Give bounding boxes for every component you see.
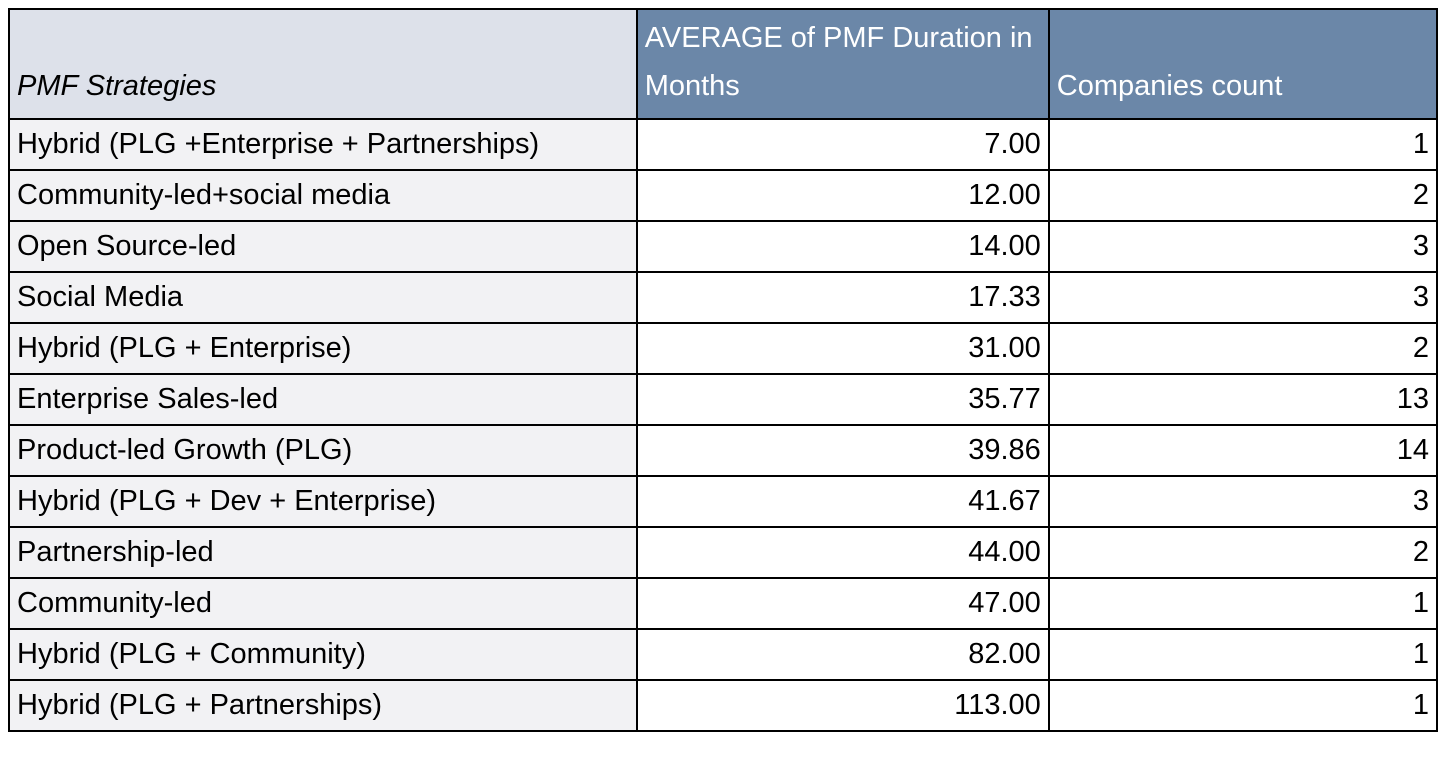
value-cell: 13 bbox=[1047, 373, 1439, 426]
table-row: Enterprise Sales-led 35.77 13 bbox=[8, 373, 1439, 426]
table-row: Partnership-led 44.00 2 bbox=[8, 526, 1439, 579]
table-row: Hybrid (PLG + Dev + Enterprise) 41.67 3 bbox=[8, 475, 1439, 528]
value-cell: 2 bbox=[1047, 169, 1439, 222]
value-cell: 1 bbox=[1047, 628, 1439, 681]
header-cell: AVERAGE of PMF Duration in Months bbox=[635, 8, 1050, 120]
strategy-cell: Social Media bbox=[8, 271, 638, 324]
header-cell: PMF Strategies bbox=[8, 8, 638, 120]
header-row: PMF Strategies AVERAGE of PMF Duration in… bbox=[8, 8, 1439, 120]
table-row: Hybrid (PLG + Partnerships) 113.00 1 bbox=[8, 679, 1439, 732]
table-row: Hybrid (PLG + Enterprise) 31.00 2 bbox=[8, 322, 1439, 375]
value-cell: 39.86 bbox=[635, 424, 1050, 477]
table-body: Hybrid (PLG +Enterprise + Partnerships) 7… bbox=[8, 118, 1439, 732]
strategy-cell: Hybrid (PLG + Enterprise) bbox=[8, 322, 638, 375]
value-cell: 35.77 bbox=[635, 373, 1050, 426]
value-cell: 17.33 bbox=[635, 271, 1050, 324]
value-cell: 1 bbox=[1047, 118, 1439, 171]
value-cell: 14.00 bbox=[635, 220, 1050, 273]
table-row: Social Media 17.33 3 bbox=[8, 271, 1439, 324]
table-row: Hybrid (PLG +Enterprise + Partnerships) 7… bbox=[8, 118, 1439, 171]
value-cell: 1 bbox=[1047, 679, 1439, 732]
value-cell: 3 bbox=[1047, 271, 1439, 324]
value-cell: 82.00 bbox=[635, 628, 1050, 681]
table-row: Community-led+social media 12.00 2 bbox=[8, 169, 1439, 222]
strategy-cell: Partnership-led bbox=[8, 526, 638, 579]
header-cell: Companies count bbox=[1047, 8, 1439, 120]
strategy-cell: Hybrid (PLG + Dev + Enterprise) bbox=[8, 475, 638, 528]
table-row: Community-led 47.00 1 bbox=[8, 577, 1439, 630]
strategy-cell: Enterprise Sales-led bbox=[8, 373, 638, 426]
value-cell: 113.00 bbox=[635, 679, 1050, 732]
value-cell: 3 bbox=[1047, 475, 1439, 528]
value-cell: 12.00 bbox=[635, 169, 1050, 222]
table-row: Product-led Growth (PLG) 39.86 14 bbox=[8, 424, 1439, 477]
value-cell: 1 bbox=[1047, 577, 1439, 630]
value-cell: 2 bbox=[1047, 526, 1439, 579]
value-cell: 31.00 bbox=[635, 322, 1050, 375]
value-cell: 44.00 bbox=[635, 526, 1050, 579]
table-row: Hybrid (PLG + Community) 82.00 1 bbox=[8, 628, 1439, 681]
table-header: PMF Strategies AVERAGE of PMF Duration in… bbox=[8, 8, 1439, 120]
value-cell: 7.00 bbox=[635, 118, 1050, 171]
value-cell: 3 bbox=[1047, 220, 1439, 273]
value-cell: 2 bbox=[1047, 322, 1439, 375]
strategy-cell: Product-led Growth (PLG) bbox=[8, 424, 638, 477]
data-table: PMF Strategies AVERAGE of PMF Duration in… bbox=[8, 8, 1439, 732]
strategy-cell: Community-led bbox=[8, 577, 638, 630]
value-cell: 47.00 bbox=[635, 577, 1050, 630]
value-cell: 41.67 bbox=[635, 475, 1050, 528]
strategy-cell: Hybrid (PLG +Enterprise + Partnerships) bbox=[8, 118, 638, 171]
strategy-cell: Hybrid (PLG + Partnerships) bbox=[8, 679, 638, 732]
strategy-cell: Hybrid (PLG + Community) bbox=[8, 628, 638, 681]
table-row: Open Source-led 14.00 3 bbox=[8, 220, 1439, 273]
value-cell: 14 bbox=[1047, 424, 1439, 477]
strategy-cell: Open Source-led bbox=[8, 220, 638, 273]
strategy-cell: Community-led+social media bbox=[8, 169, 638, 222]
